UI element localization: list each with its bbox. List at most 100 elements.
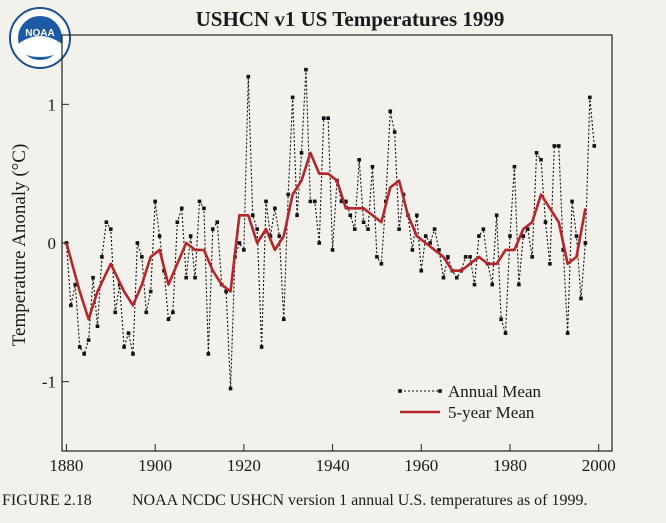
annual-point [525,227,530,231]
legend-label: 5-year Mean [448,403,535,422]
annual-point [517,282,521,287]
logo-text: NOAA [25,28,54,39]
annual-point [171,310,175,315]
annual-point [246,74,251,79]
annual-point [423,234,428,238]
annual-point [583,241,588,245]
legend-box [396,379,538,423]
annual-point [588,95,592,100]
annual-point [237,241,242,245]
annual-point [326,116,330,120]
annual-point [321,116,326,120]
annual-point [330,248,335,252]
annual-point [299,151,304,155]
annual-point [211,227,215,231]
annual-point [352,227,357,231]
annual-point [419,268,424,273]
annual-point [193,275,197,280]
annual-point [144,310,149,315]
annual-point [499,317,503,322]
annual-point [113,310,118,315]
annual-point [490,282,495,287]
annual-point [104,220,109,224]
annual-point [379,262,384,266]
legend-marker [398,389,402,393]
annual-point [508,234,512,238]
x-tick-label: 2000 [582,456,616,475]
annual-point [264,199,268,204]
annual-point [392,130,397,134]
annual-point [197,199,202,204]
y-axis-label: Temperature Anonaly (°C) [9,144,30,347]
annual-point [131,352,135,356]
annual-line [65,69,595,390]
annual-point [446,255,450,259]
annual-point [397,227,401,231]
annual-point [91,275,95,280]
annual-point [86,338,91,342]
annual-point [574,234,579,238]
annual-point [250,213,255,218]
annual-point [344,199,348,204]
annual-point [166,317,171,322]
annual-point [126,331,131,335]
x-tick-label: 1920 [227,456,261,475]
x-tick-label: 1960 [404,456,438,475]
logo-bird [18,36,62,57]
annual-point [206,352,211,356]
noaa-logo: NOAA [9,7,71,69]
annual-point [530,255,534,259]
annual-point [295,213,299,218]
annual-point [224,289,228,294]
annual-point [370,164,375,169]
annual-point [348,213,353,218]
annual-point [410,248,415,252]
annual-point [277,234,282,238]
annual-point [273,206,277,211]
annual-point [415,213,419,218]
annual-point [561,248,566,252]
annual-point [135,241,140,245]
annual-point [428,241,432,245]
x-tick-label: 1940 [316,456,350,475]
annual-point [122,345,126,349]
annual-point [184,275,188,280]
annual-point [468,255,472,259]
annual-point [477,234,481,238]
annual-point [592,144,597,148]
annual-point [503,331,508,335]
x-tick-label: 1900 [138,456,172,475]
x-tick-label: 1980 [493,456,527,475]
annual-point [534,151,539,155]
annual-point [259,345,264,349]
annual-point [69,303,73,308]
annual-point [108,227,113,231]
annual-point [481,227,486,231]
annual-point [361,220,366,224]
y-tick-label: 0 [48,234,57,253]
annual-point [494,213,499,218]
annual-point [579,296,583,301]
caption-label: FIGURE 2.18 [2,492,92,509]
chart-title: USHCN v1 US Temperatures 1999 [196,7,505,31]
annual-point [202,206,206,211]
annual-point [512,164,517,169]
annual-point [339,199,344,204]
annual-point [242,248,246,252]
annual-point [188,234,193,238]
mean-line [65,151,587,321]
annual-point [82,352,86,356]
annual-point [140,255,144,259]
legend: Annual Mean 5-year Mean [396,379,542,423]
annual-point [304,67,308,72]
annual-point [570,199,574,204]
annual-point [308,199,313,204]
annual-point [556,144,561,148]
annual-point [552,144,557,148]
annual-point [179,206,184,211]
annual-point [463,255,468,259]
annual-point [539,158,543,162]
annual-point [77,345,82,349]
annual-point [375,255,379,259]
